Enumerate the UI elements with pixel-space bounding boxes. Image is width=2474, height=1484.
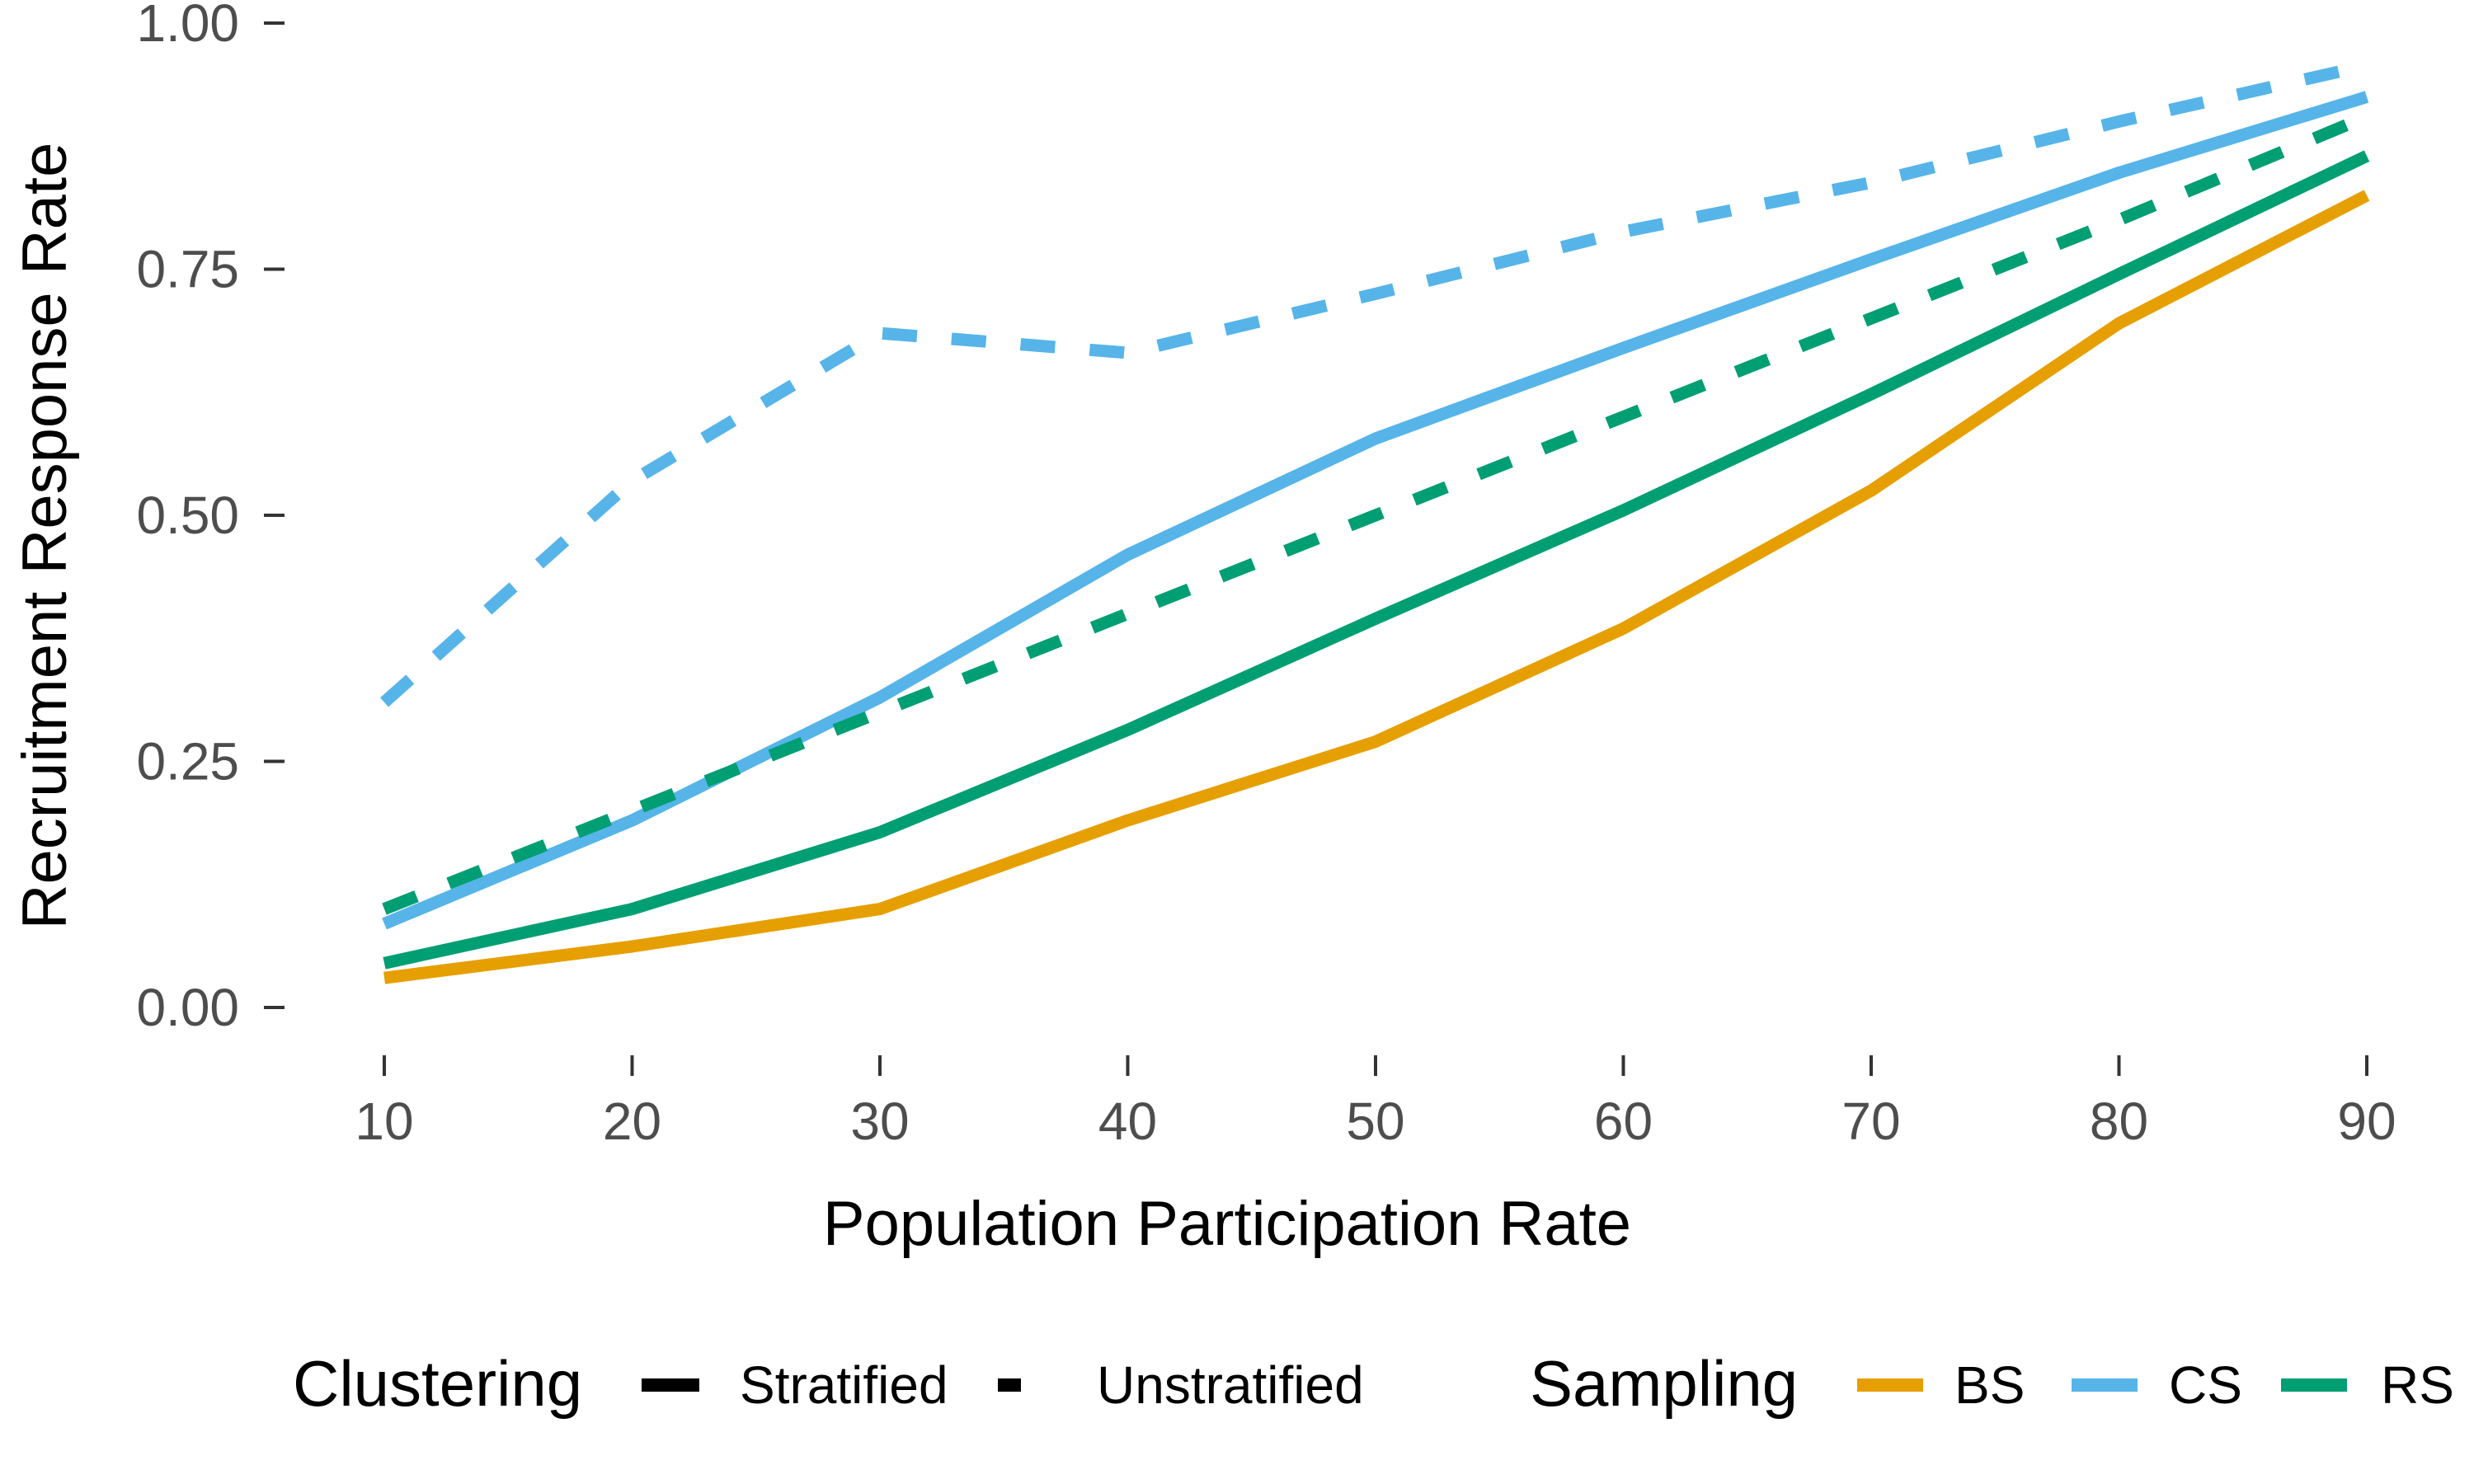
y-tick-label: 0.25 bbox=[136, 732, 239, 791]
y-tick-label: 0.00 bbox=[136, 978, 239, 1037]
series-line-cs-unstratified bbox=[380, 59, 2368, 707]
y-axis: 0.00 0.25 0.50 0.75 1.00 bbox=[136, 0, 285, 1037]
y-tick-label: 1.00 bbox=[136, 0, 239, 53]
legend-label-stratified: Stratified bbox=[740, 1355, 948, 1415]
legend-title-clustering: Clustering bbox=[293, 1347, 582, 1420]
x-tick-label: 50 bbox=[1346, 1092, 1404, 1151]
x-tick-label: 20 bbox=[603, 1092, 661, 1151]
legend-title-sampling: Sampling bbox=[1530, 1347, 1798, 1420]
x-axis: 10 20 30 40 50 60 70 80 90 bbox=[355, 1055, 2396, 1151]
legend: Clustering Stratified Unstratified Sampl… bbox=[293, 1347, 2454, 1420]
legend-label-unstratified: Unstratified bbox=[1097, 1355, 1364, 1415]
legend-label-cs: CS bbox=[2169, 1355, 2242, 1415]
legend-label-rs: RS bbox=[2381, 1355, 2454, 1415]
legend-label-bs: BS bbox=[1954, 1355, 2025, 1415]
x-tick-label: 90 bbox=[2337, 1092, 2396, 1151]
y-tick-label: 0.75 bbox=[136, 240, 239, 299]
x-axis-title: Population Participation Rate bbox=[823, 1189, 1631, 1259]
series-line-rs-stratified bbox=[383, 150, 2370, 970]
x-tick-label: 30 bbox=[850, 1092, 909, 1151]
y-axis-title: Recruitment Response Rate bbox=[10, 143, 80, 930]
x-tick-label: 40 bbox=[1098, 1092, 1157, 1151]
x-tick-label: 10 bbox=[355, 1092, 413, 1151]
series-line-bs-stratified bbox=[383, 190, 2370, 984]
x-tick-label: 60 bbox=[1594, 1092, 1653, 1151]
series-line-rs-unstratified bbox=[382, 110, 2369, 915]
series-layer bbox=[380, 59, 2370, 984]
x-tick-label: 70 bbox=[1841, 1092, 1900, 1151]
y-tick-label: 0.50 bbox=[136, 486, 239, 545]
x-tick-label: 80 bbox=[2090, 1092, 2148, 1151]
